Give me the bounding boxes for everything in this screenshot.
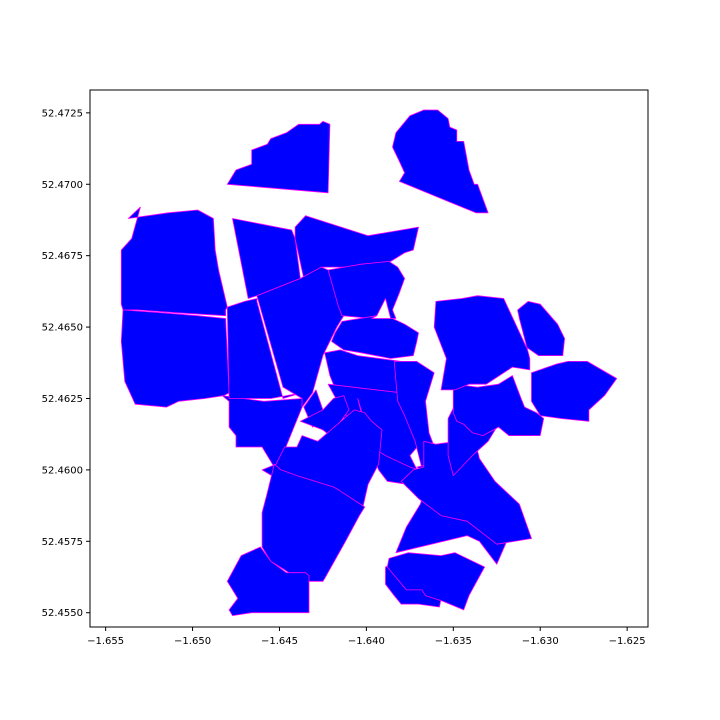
region-polygon-8 bbox=[256, 266, 345, 408]
region-polygon-26 bbox=[452, 375, 545, 437]
x-tick-label: −1.650 bbox=[174, 636, 211, 647]
map-regions bbox=[120, 109, 618, 616]
region-polygon-3 bbox=[120, 309, 230, 408]
axes-frame bbox=[89, 89, 649, 628]
y-axis: 52.4550 52.4575 52.4600 52.4625 52.4650 52.46… bbox=[42, 108, 90, 619]
region-polygon-24 bbox=[400, 440, 532, 545]
y-tick-label: 52.4675 bbox=[42, 251, 83, 262]
region-polygon-22 bbox=[386, 552, 486, 611]
y-tick-label: 52.4700 bbox=[42, 180, 83, 191]
x-tick-label: −1.645 bbox=[261, 636, 298, 647]
y-tick-label: 52.4550 bbox=[42, 608, 83, 619]
region-polygon-0 bbox=[226, 121, 331, 194]
x-tick-label: −1.625 bbox=[609, 636, 646, 647]
region-polygon-18 bbox=[261, 463, 366, 582]
region-polygon-28 bbox=[433, 295, 565, 391]
region-polygon-9 bbox=[327, 260, 406, 319]
y-tick-label: 52.4625 bbox=[42, 394, 83, 405]
region-polygon-27 bbox=[531, 360, 618, 422]
x-tick-label: −1.630 bbox=[522, 636, 559, 647]
region-polygon-1 bbox=[392, 109, 489, 214]
y-tick-label: 52.4575 bbox=[42, 537, 83, 548]
x-tick-label: −1.635 bbox=[435, 636, 472, 647]
y-tick-label: 52.4600 bbox=[42, 465, 83, 476]
x-tick-label: −1.655 bbox=[87, 636, 124, 647]
region-polygon-19 bbox=[226, 546, 310, 616]
region-polygon-5 bbox=[226, 298, 303, 399]
x-axis: −1.655 −1.650 −1.645 −1.640 −1.635 −1.630 −1.6… bbox=[87, 627, 646, 647]
x-tick-label: −1.640 bbox=[348, 636, 385, 647]
y-tick-label: 52.4725 bbox=[42, 108, 83, 119]
region-polygon-2 bbox=[120, 206, 228, 317]
y-tick-label: 52.4650 bbox=[42, 323, 83, 334]
region-polygon-10 bbox=[331, 315, 419, 359]
